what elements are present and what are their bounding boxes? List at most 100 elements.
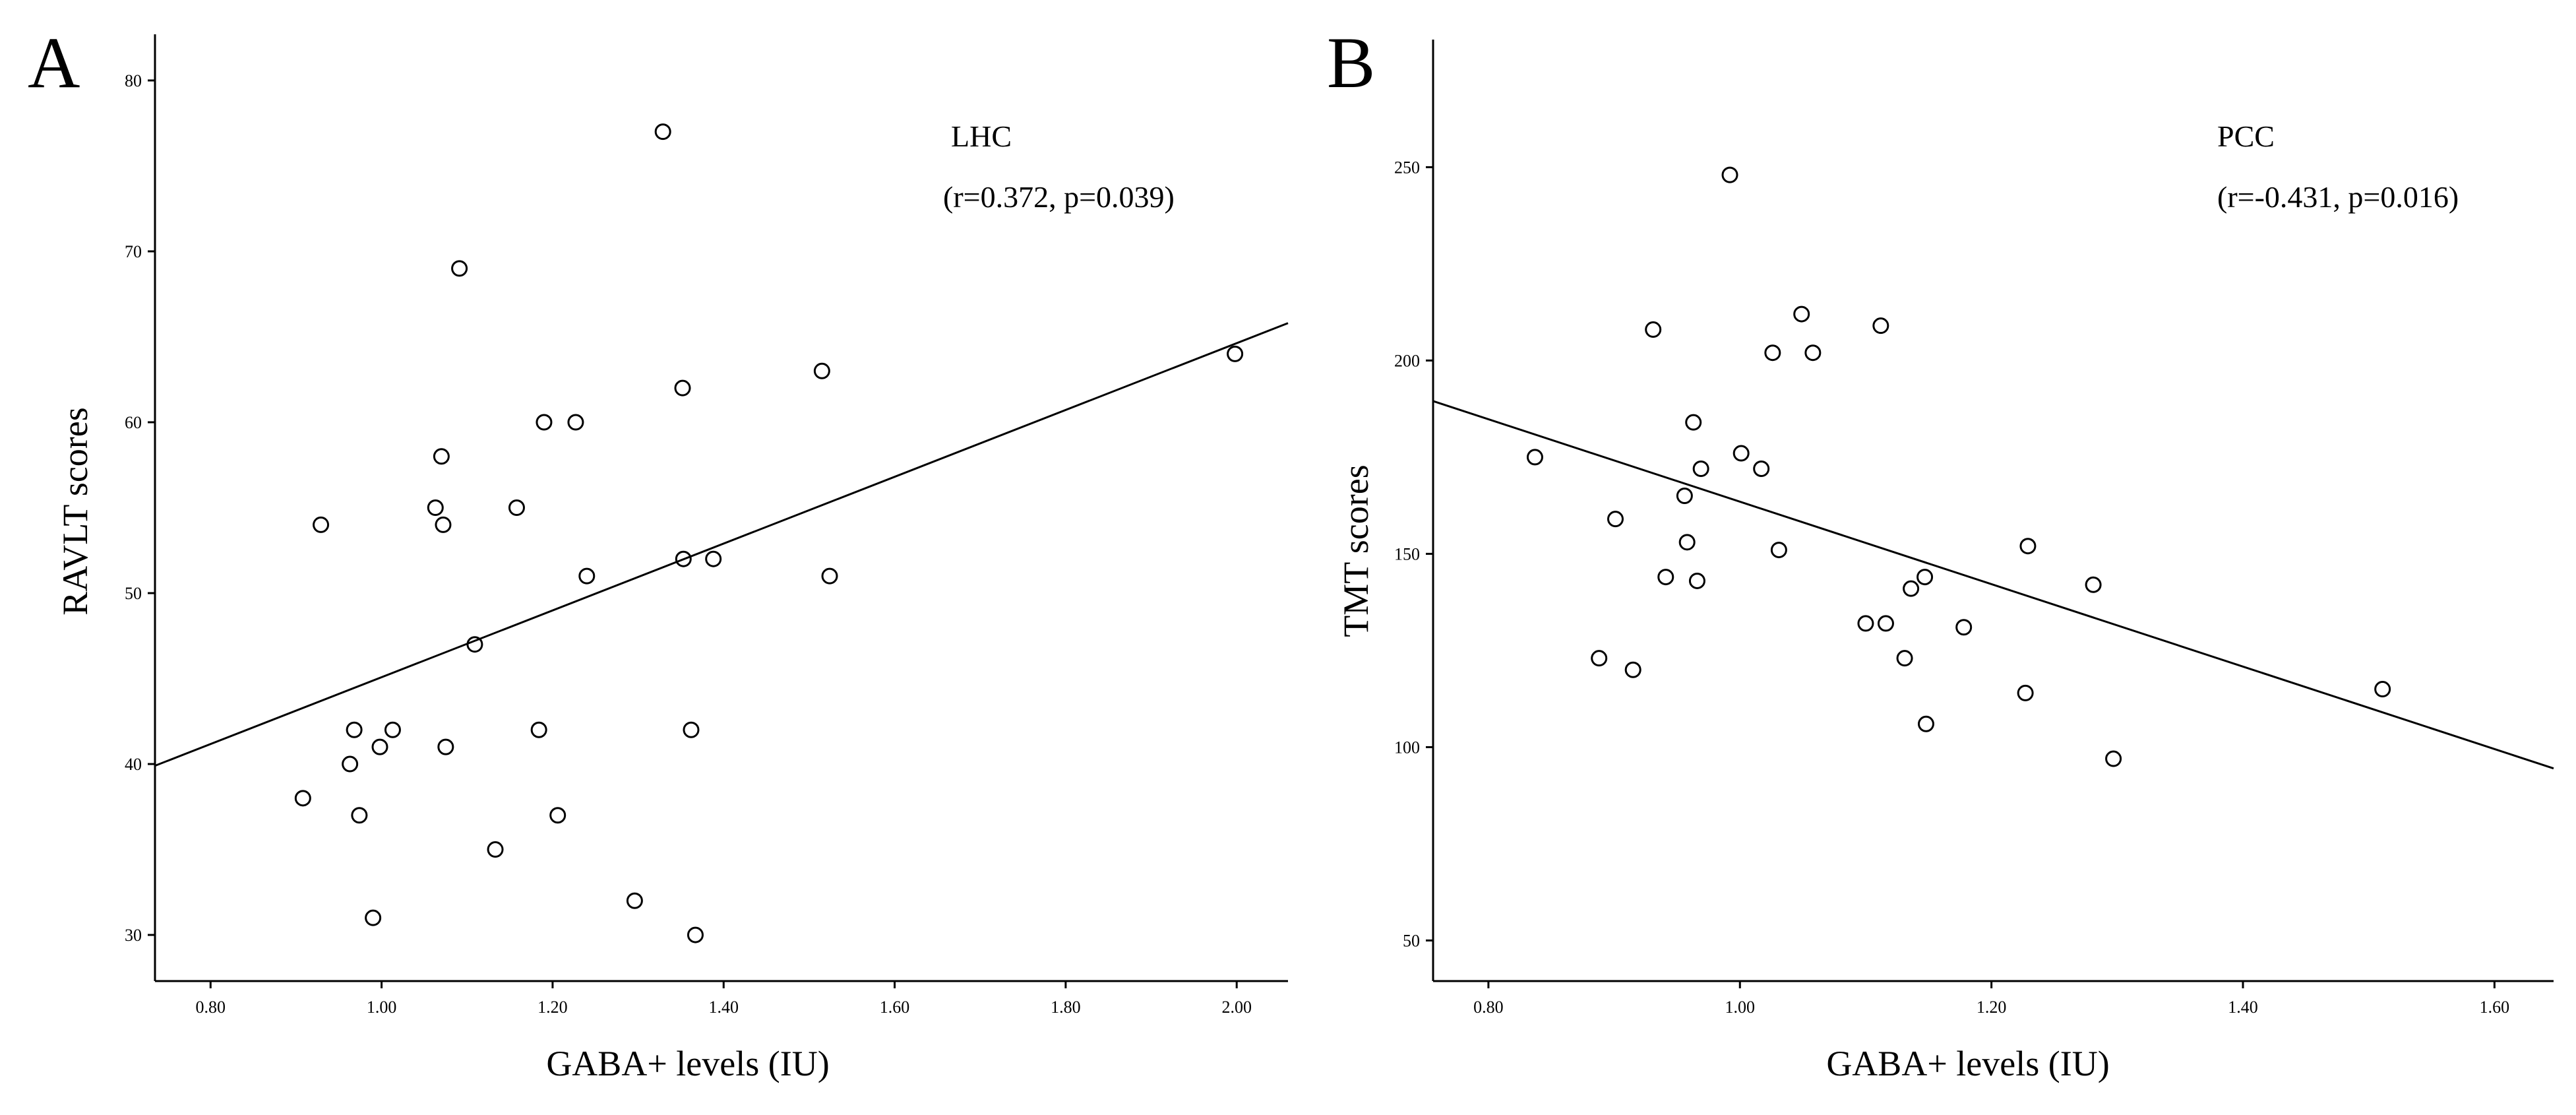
x-tick-label: 1.20 [1977, 998, 2007, 1017]
x-tick-label: 1.00 [367, 998, 397, 1017]
data-point [1733, 445, 1750, 462]
data-point [567, 414, 584, 431]
data-point [437, 738, 454, 755]
data-point [1793, 305, 1810, 323]
x-axis-label: GABA+ levels (IU) [1826, 1044, 2109, 1083]
data-point [313, 516, 330, 533]
data-point [1857, 615, 1874, 632]
data-point [1227, 345, 1244, 362]
panel-a: A 30 40 50 60 70 80 0.80 1.00 1.20 1.40 1.60 1.80 2… [28, 22, 1289, 1083]
data-point [1657, 569, 1674, 586]
y-tick-label: 70 [125, 242, 142, 261]
x-tick-label: 0.80 [1473, 998, 1504, 1017]
y-ticks: 50 100 150 200 250 [1394, 158, 1433, 950]
data-point [1896, 650, 1913, 667]
data-point [346, 721, 363, 738]
x-axis-label: GABA+ levels (IU) [546, 1044, 829, 1083]
data-point [675, 550, 692, 567]
data-point [1753, 461, 1770, 478]
y-tick-label: 50 [125, 584, 142, 603]
data-point [1877, 615, 1894, 632]
data-point [487, 841, 504, 858]
data-point [626, 892, 643, 909]
y-axis-label: RAVLT scores [55, 407, 95, 616]
regression-line [154, 322, 1289, 767]
data-points [1526, 166, 2391, 767]
data-point [654, 123, 671, 141]
y-tick-label: 80 [125, 71, 142, 90]
data-point [1607, 511, 1624, 528]
annotation-stats: (r=-0.431, p=0.016) [2217, 180, 2459, 214]
data-point [427, 499, 444, 516]
data-point [1692, 461, 1709, 478]
y-tick-label: 30 [125, 926, 142, 945]
panel-label: A [28, 22, 80, 103]
data-point [578, 567, 596, 585]
x-ticks: 0.80 1.00 1.20 1.40 1.60 [1473, 981, 2509, 1017]
data-point [451, 260, 468, 277]
annotation-region: PCC [2217, 119, 2275, 153]
data-point [705, 550, 722, 567]
data-point [2374, 681, 2391, 698]
data-point [549, 807, 567, 824]
data-point [530, 721, 547, 738]
data-point [683, 721, 700, 738]
x-tick-label: 1.40 [708, 998, 739, 1017]
data-point [1955, 619, 1973, 636]
data-point [2085, 576, 2102, 593]
x-ticks: 0.80 1.00 1.20 1.40 1.60 1.80 2.00 [196, 981, 1252, 1017]
data-point [1624, 661, 1641, 678]
data-point [466, 636, 483, 653]
data-point [536, 414, 553, 431]
data-point [1721, 166, 1738, 183]
data-point [1804, 344, 1822, 362]
regression-line [1432, 400, 2554, 770]
data-point [1764, 344, 1781, 362]
y-axis-label: TMT scores [1336, 464, 1376, 637]
annotation-region: LHC [951, 119, 1012, 153]
x-tick-label: 0.80 [196, 998, 226, 1017]
data-point [674, 379, 691, 397]
data-point [1903, 580, 1920, 597]
annotation-stats: (r=0.372, p=0.039) [943, 180, 1175, 214]
y-tick-label: 250 [1394, 158, 1420, 177]
data-point [1917, 715, 1934, 732]
data-point [435, 516, 452, 533]
data-point [1526, 449, 1543, 466]
data-point [508, 499, 525, 516]
y-tick-label: 200 [1394, 351, 1420, 370]
y-ticks: 30 40 50 60 70 80 [125, 71, 155, 945]
data-point [2105, 750, 2122, 767]
x-tick-label: 1.40 [2228, 998, 2258, 1017]
data-point [1688, 572, 1705, 589]
data-point [1917, 569, 1934, 586]
data-point [1676, 488, 1693, 505]
data-point [342, 755, 359, 773]
data-point [351, 807, 368, 824]
data-point [371, 738, 388, 755]
data-point [2017, 684, 2034, 701]
x-tick-label: 1.00 [1725, 998, 1756, 1017]
y-tick-label: 60 [125, 413, 142, 432]
data-point [1872, 317, 1889, 334]
data-point [1591, 650, 1608, 667]
data-point [433, 448, 450, 465]
data-point [384, 721, 401, 738]
y-tick-label: 50 [1403, 931, 1420, 950]
data-point [1645, 321, 1662, 338]
panel-label: B [1327, 22, 1375, 103]
x-tick-label: 1.80 [1051, 998, 1081, 1017]
data-point [687, 926, 704, 943]
data-point [2019, 538, 2037, 555]
x-tick-label: 1.60 [2480, 998, 2510, 1017]
y-tick-label: 100 [1394, 738, 1420, 757]
data-point [365, 909, 382, 926]
data-point [1770, 542, 1787, 559]
x-tick-label: 1.60 [880, 998, 910, 1017]
data-point [294, 790, 311, 807]
x-tick-label: 1.20 [537, 998, 568, 1017]
data-point [1678, 534, 1696, 551]
data-point [1685, 414, 1702, 431]
y-tick-label: 40 [125, 755, 142, 774]
